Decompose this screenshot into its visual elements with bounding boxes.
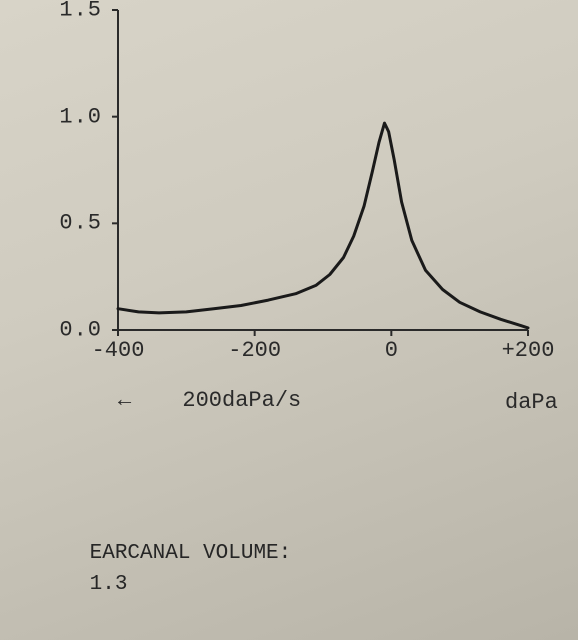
x-tick-label: +200: [502, 338, 555, 363]
sweep-rate-row: ← 200daPa/s: [118, 388, 538, 413]
x-axis-ticks: -400-2000+200: [118, 338, 528, 368]
x-axis-unit: daPa: [505, 390, 558, 415]
tympanogram-curve: [118, 123, 528, 328]
results-block: EARCANAL VOLUME: 1.3 daPaml TYMP 1:-101.…: [14, 448, 564, 640]
arrow-left-icon: ←: [118, 388, 129, 413]
y-tick-label: 1.5: [59, 0, 102, 23]
plot-area: [118, 10, 528, 330]
chart-svg: [118, 10, 528, 330]
y-tick-label: 1.0: [59, 104, 102, 129]
earcanal-value: 1.3: [90, 573, 128, 596]
earcanal-label: EARCANAL VOLUME:: [90, 539, 292, 569]
tympanogram-printout: 0.00.51.01.5 -400-2000+200 ← 200daPa/s d…: [0, 0, 578, 640]
x-tick-label: -200: [228, 338, 281, 363]
y-axis-ticks: 0.00.51.01.5: [40, 10, 110, 330]
x-tick-label: -400: [92, 338, 145, 363]
sweep-rate-label: 200daPa/s: [182, 388, 301, 413]
y-tick-label: 0.5: [59, 211, 102, 236]
axes-group: [118, 10, 528, 330]
earcanal-row: EARCANAL VOLUME: 1.3: [14, 509, 564, 631]
tympanogram-chart: 0.00.51.01.5 -400-2000+200: [40, 10, 540, 380]
x-tick-label: 0: [385, 338, 398, 363]
